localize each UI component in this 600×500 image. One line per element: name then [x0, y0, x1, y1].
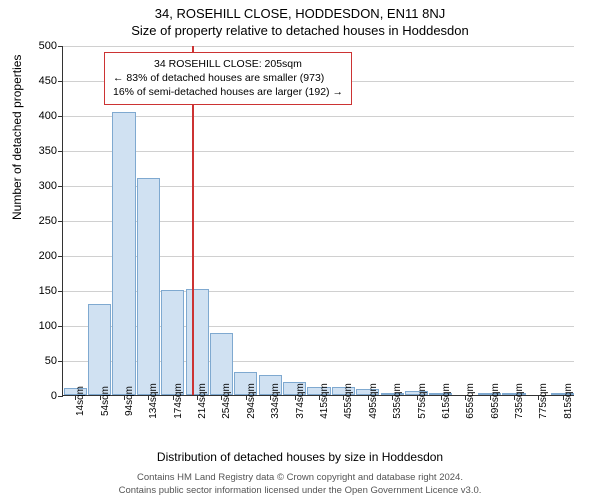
gridline [63, 46, 574, 47]
x-tick-label: 535sqm [392, 383, 403, 419]
x-tick-label: 54sqm [100, 386, 111, 416]
y-tick-mark [58, 186, 63, 187]
histogram-bar [186, 289, 209, 395]
x-tick-label: 655sqm [465, 383, 476, 419]
y-tick-mark [58, 256, 63, 257]
histogram-chart: 05010015020025030035040045050014sqm54sqm… [62, 46, 574, 396]
x-tick-label: 415sqm [319, 383, 330, 419]
x-tick-label: 495sqm [368, 383, 379, 419]
y-tick-mark [58, 326, 63, 327]
x-tick-label: 134sqm [148, 383, 159, 419]
y-tick-mark [58, 46, 63, 47]
x-tick-label: 815sqm [563, 383, 574, 419]
x-tick-label: 214sqm [197, 383, 208, 419]
y-tick-label: 250 [39, 215, 57, 227]
y-tick-label: 50 [45, 355, 57, 367]
y-tick-mark [58, 396, 63, 397]
x-tick-label: 455sqm [343, 383, 354, 419]
y-tick-label: 500 [39, 40, 57, 52]
gridline [63, 116, 574, 117]
chart-subtitle: Size of property relative to detached ho… [0, 21, 600, 38]
y-tick-label: 350 [39, 145, 57, 157]
x-tick-label: 294sqm [246, 383, 257, 419]
annotation-line-2: ← 83% of detached houses are smaller (97… [113, 71, 343, 85]
y-tick-label: 200 [39, 250, 57, 262]
x-tick-label: 174sqm [173, 383, 184, 419]
footer: Contains HM Land Registry data © Crown c… [0, 472, 600, 497]
y-tick-mark [58, 116, 63, 117]
y-tick-label: 0 [51, 390, 57, 402]
y-tick-mark [58, 291, 63, 292]
x-tick-label: 334sqm [270, 383, 281, 419]
histogram-bar [137, 178, 160, 395]
y-tick-label: 100 [39, 320, 57, 332]
footer-line-1: Contains HM Land Registry data © Crown c… [0, 472, 600, 484]
y-axis-label: Number of detached properties [10, 55, 24, 220]
y-tick-label: 300 [39, 180, 57, 192]
y-tick-mark [58, 81, 63, 82]
x-axis-label: Distribution of detached houses by size … [0, 450, 600, 464]
y-tick-label: 150 [39, 285, 57, 297]
y-tick-mark [58, 361, 63, 362]
x-tick-label: 735sqm [514, 383, 525, 419]
annotation-box: 34 ROSEHILL CLOSE: 205sqm ← 83% of detac… [104, 52, 352, 105]
x-tick-label: 615sqm [441, 383, 452, 419]
x-tick-label: 575sqm [417, 383, 428, 419]
x-tick-label: 695sqm [490, 383, 501, 419]
histogram-bar [112, 112, 135, 396]
y-tick-label: 400 [39, 110, 57, 122]
annotation-line-3: 16% of semi-detached houses are larger (… [113, 85, 343, 99]
gridline [63, 151, 574, 152]
x-tick-label: 775sqm [538, 383, 549, 419]
histogram-bar [88, 304, 111, 395]
histogram-bar [161, 290, 184, 395]
y-tick-label: 450 [39, 75, 57, 87]
x-tick-label: 14sqm [75, 386, 86, 416]
annotation-line-1: 34 ROSEHILL CLOSE: 205sqm [113, 57, 343, 71]
x-tick-label: 94sqm [124, 386, 135, 416]
page-title: 34, ROSEHILL CLOSE, HODDESDON, EN11 8NJ [0, 0, 600, 21]
x-tick-label: 254sqm [221, 383, 232, 419]
x-tick-label: 374sqm [295, 383, 306, 419]
y-tick-mark [58, 151, 63, 152]
y-tick-mark [58, 221, 63, 222]
footer-line-2: Contains public sector information licen… [0, 485, 600, 497]
